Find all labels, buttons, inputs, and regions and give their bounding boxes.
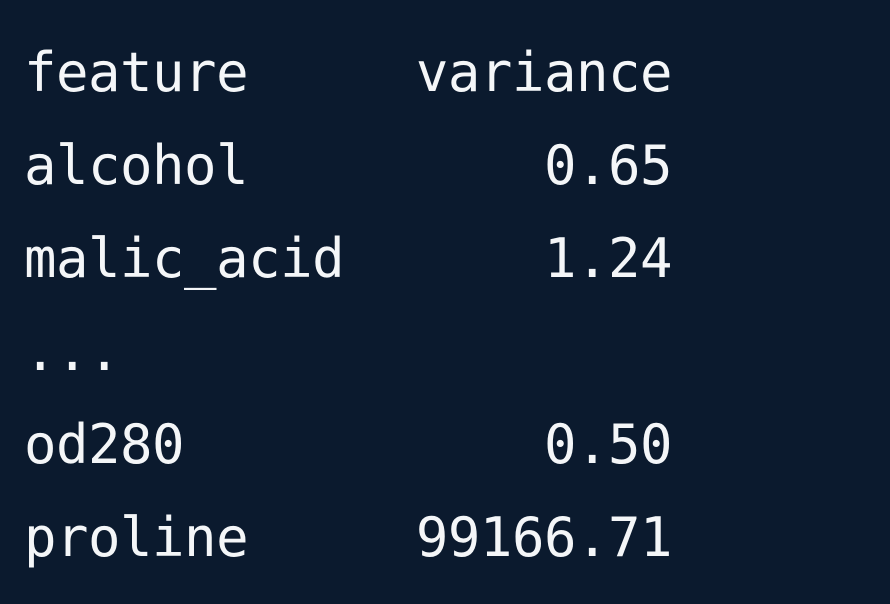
- row-variance: 0.65: [543, 134, 673, 197]
- header-feature: feature: [24, 41, 249, 104]
- variance-table-output: feature variance alcohol 0.65 malic_acid…: [24, 26, 864, 584]
- row-feature: proline: [24, 506, 249, 569]
- table-row: malic_acid 1.24: [24, 212, 864, 305]
- row-variance: 1.24: [543, 227, 673, 290]
- row-variance: 99166.71: [415, 506, 673, 569]
- table-header-row: feature variance: [24, 26, 864, 119]
- table-row: alcohol 0.65: [24, 119, 864, 212]
- row-feature: malic_acid: [24, 227, 345, 290]
- row-feature: od280: [24, 413, 185, 476]
- table-ellipsis-row: ...: [24, 305, 864, 398]
- table-row: od280 0.50: [24, 398, 864, 491]
- table-row: proline 99166.71: [24, 491, 864, 584]
- ellipsis-marker: ...: [24, 320, 121, 383]
- header-variance: variance: [415, 41, 673, 104]
- row-feature: alcohol: [24, 134, 249, 197]
- row-variance: 0.50: [543, 413, 673, 476]
